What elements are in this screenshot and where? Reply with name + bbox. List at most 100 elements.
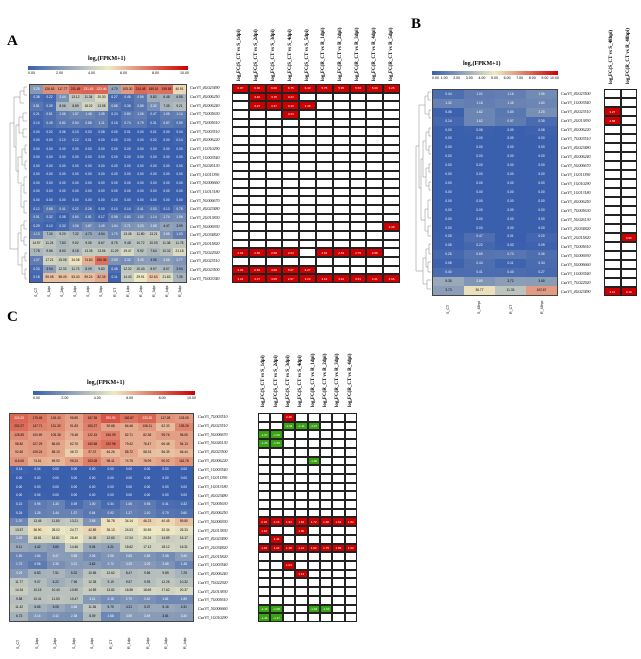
heatmap-cell: 3.40	[174, 552, 193, 561]
heatmap-cell: 0.21	[10, 500, 29, 509]
gene-label: CsaV3_5G006930	[561, 252, 591, 258]
heatmap-cell: 1.10	[138, 508, 157, 518]
heatmap-cell: 0.00	[83, 465, 102, 475]
heatmap-cell: 0.00	[69, 196, 82, 205]
heatmap-cell: 12.35	[83, 577, 102, 587]
heatmap-cell: 0.00	[173, 179, 186, 188]
heatmap-cell: 0.00	[56, 144, 69, 154]
sample-label: R_1dpi	[125, 285, 130, 297]
fold-change-cell	[332, 439, 345, 448]
gene-label: CsaV3_1G010290	[190, 145, 220, 151]
fold-change-cell	[282, 526, 296, 535]
gene-label: CsaV3_7G003510	[190, 128, 220, 134]
fold-change-cell	[258, 595, 271, 605]
heatmap-cell: 0.00	[138, 483, 157, 492]
comparison-label: log₂FC(S_CT vs S_48hpi)	[609, 29, 615, 84]
gene-label: CsaV3_2G034820	[190, 232, 220, 238]
colorbar-tick: 6.00	[503, 76, 511, 80]
fold-change-cell: 1.84	[295, 517, 308, 527]
gene-label: CsaV3_4G006220	[198, 457, 228, 463]
heatmap-cell: 0.00	[56, 196, 69, 205]
fold-change-cell	[307, 595, 320, 605]
gene-label: CsaV3_7G005610	[561, 243, 591, 249]
gene-label: CsaV3_4G023510	[561, 108, 591, 114]
heatmap-cell: 0.00	[495, 134, 526, 144]
fold-change-cell	[248, 257, 266, 266]
sample-label: R_CT	[508, 304, 513, 314]
heatmap-cell: 11.80	[134, 230, 147, 240]
fold-change-cell: 3.12	[604, 287, 621, 296]
heatmap-cell: 5.75	[101, 603, 120, 613]
panel-label-a: A	[7, 33, 18, 49]
fold-change-cell	[344, 561, 357, 570]
heatmap-cell: 0.00	[174, 491, 193, 501]
heatmap-cell: 105.38	[46, 431, 65, 440]
gene-label: CsaV3_2G013830	[198, 588, 228, 594]
heatmap-cell: 2.08	[156, 552, 175, 561]
heatmap-cell: 150.27	[83, 422, 102, 432]
heatmap-cell: 0.12	[30, 204, 43, 214]
fold-change-cell	[332, 205, 350, 214]
heatmap-cell: 13.21	[147, 230, 160, 240]
fold-change-cell: 1.21	[295, 543, 308, 553]
heatmap-cell: 1.02	[134, 213, 147, 223]
heatmap-cell: 32.34	[156, 526, 175, 535]
heatmap-cell: 0.00	[46, 483, 65, 492]
heatmap-cell: 17.04	[119, 534, 139, 544]
fold-change-cell	[299, 213, 316, 223]
heatmap-cell: 0.00	[156, 491, 175, 501]
fold-change-cell	[299, 222, 316, 232]
fold-change-cell: 2.26	[258, 517, 271, 527]
fold-change-cell	[282, 578, 296, 588]
fold-change-cell	[299, 257, 316, 266]
fold-change-cell	[282, 127, 300, 136]
fold-change-cell: 2.15	[270, 517, 283, 527]
fold-change-cell	[344, 421, 357, 431]
fold-change-cell	[344, 447, 357, 457]
fold-change-cell	[270, 500, 283, 509]
fold-change-cell	[604, 170, 621, 179]
fold-change-cell: 1.04	[282, 561, 296, 570]
heatmap-cell: 0.79	[134, 119, 147, 128]
heatmap-cell: 147.71	[28, 422, 47, 432]
heatmap-cell: 11.29	[108, 247, 121, 257]
fold-change-cell: 3.19	[620, 287, 637, 296]
fold-change-cell: 2.81	[315, 248, 333, 258]
gene-label: CsaV3_2G015820	[190, 241, 220, 247]
heatmap-cell: 0.10	[30, 119, 43, 128]
fold-change-cell	[258, 473, 271, 483]
colorbar-tick: 9.00	[541, 76, 549, 80]
fold-change-cell	[248, 127, 266, 136]
fold-change-cell	[232, 231, 249, 240]
heatmap-cell: 0.24	[108, 110, 121, 120]
fold-change-cell	[332, 144, 350, 154]
heatmap-cell: 13.35	[82, 247, 95, 257]
heatmap-cell: 3.62	[83, 560, 102, 570]
heatmap-cell: 0.00	[464, 205, 495, 215]
heatmap-cell: 0.00	[174, 474, 193, 483]
colorbar-tick: 1.00	[440, 76, 448, 80]
fold-change-cell	[349, 135, 367, 145]
heatmap-cell: 36.77	[464, 286, 495, 295]
fold-change-cell	[383, 109, 400, 119]
heatmap-cell: 0.00	[46, 491, 65, 501]
heatmap-cell: 128.55	[10, 431, 29, 440]
heatmap-cell: 53.40	[69, 273, 82, 282]
sample-label: S_5dpi	[99, 285, 104, 297]
fold-change-cell: -1.11	[295, 421, 308, 431]
heatmap-cell: 8.53	[56, 247, 69, 257]
heatmap-cell: 0.29	[30, 222, 43, 231]
heatmap-cell: 1.89	[174, 595, 193, 604]
heatmap-cell: 14.43	[121, 273, 134, 282]
heatmap-cell: 1.13	[30, 230, 43, 240]
colorbar-b	[432, 71, 558, 75]
fold-change-cell	[265, 239, 283, 249]
heatmap-cell: 0.00	[30, 187, 43, 197]
fold-change-cell	[604, 161, 621, 170]
heatmap-cell: 10.32	[174, 577, 193, 587]
fold-change-cell	[248, 109, 266, 119]
heatmap-cell: 122.15	[83, 431, 102, 440]
fold-change-cell	[604, 215, 621, 224]
fold-change-cell	[332, 135, 350, 145]
heatmap-cell: 0.00	[464, 223, 495, 233]
